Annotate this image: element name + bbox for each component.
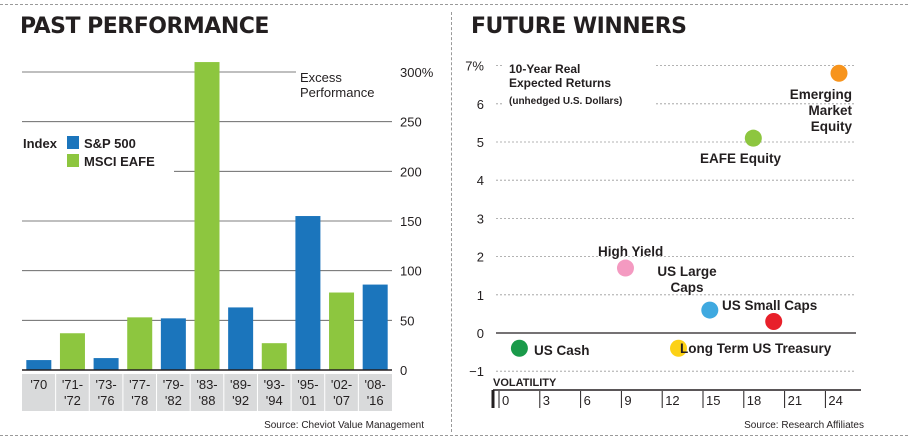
y-tick-label: 7%	[465, 59, 484, 74]
x-tick-label: '73-	[95, 377, 116, 392]
bar	[362, 284, 388, 370]
point-label: Market	[808, 103, 852, 118]
scatter-point	[701, 301, 719, 319]
x-tick-label: '94	[266, 393, 283, 408]
y-tick-label: 50	[400, 313, 414, 328]
bar	[59, 333, 85, 370]
x-tick-label: '82	[165, 393, 182, 408]
x-tick-label: '88	[199, 393, 216, 408]
x-tick-label: '89-	[230, 377, 251, 392]
y-axis-title: Performance	[300, 85, 374, 100]
y-tick-label: 0	[400, 363, 407, 378]
x-tick-label: '78	[131, 393, 148, 408]
y-tick-label: 250	[400, 115, 422, 130]
point-label: High Yield	[598, 244, 663, 259]
x-tick-label: '77-	[129, 377, 150, 392]
scatter-point	[765, 313, 783, 331]
bar	[329, 292, 355, 370]
x-tick-label: 3	[543, 393, 550, 408]
y-tick-label: 150	[400, 214, 422, 229]
scatter-point	[670, 339, 688, 357]
x-tick-label: '08-	[365, 377, 386, 392]
bar	[228, 307, 254, 370]
panel-divider	[451, 12, 452, 432]
source-note: Source: Research Affiliates	[744, 420, 864, 431]
bar	[127, 317, 153, 370]
x-tick-label: '83-	[196, 377, 217, 392]
x-tick-label: '70	[30, 377, 47, 392]
point-label: Equity	[811, 119, 853, 134]
y-tick-label: 1	[477, 288, 484, 303]
y-tick-label: −1	[469, 364, 484, 379]
scatter-point	[510, 339, 528, 357]
legend-swatch	[67, 154, 79, 167]
x-tick-label: 9	[624, 393, 631, 408]
bar	[295, 216, 321, 370]
legend-label: S&P 500	[84, 136, 136, 151]
future-winners-title: FUTURE WINNERS	[471, 14, 687, 39]
legend-backing	[22, 130, 174, 172]
x-tick-label: 6	[584, 393, 591, 408]
y-tick-label: 200	[400, 164, 422, 179]
point-label: US Small Caps	[722, 298, 817, 313]
point-label: EAFE Equity	[700, 151, 781, 166]
x-tick-label: '07	[333, 393, 350, 408]
point-label: Long Term US Treasury	[680, 341, 832, 356]
scatter-point	[744, 129, 762, 147]
bar	[261, 343, 287, 370]
x-tick-label: '76	[98, 393, 115, 408]
point-label: US Cash	[534, 343, 590, 358]
bottom-dashed-rule	[0, 435, 908, 436]
x-tick-label: 21	[788, 393, 802, 408]
x-tick-label: 15	[706, 393, 720, 408]
point-label: US Large	[657, 264, 717, 279]
y-title-backing	[296, 68, 394, 106]
point-label: Caps	[670, 280, 703, 295]
source-note: Source: Cheviot Value Management	[264, 420, 424, 431]
y-axis-title: Expected Returns	[509, 76, 611, 90]
bar	[26, 360, 52, 370]
point-label: Emerging	[790, 87, 852, 102]
top-dashed-rule	[0, 4, 908, 5]
y-tick-label: 3	[477, 211, 484, 226]
x-tick-label: '95-	[297, 377, 318, 392]
x-tick-label: '72	[64, 393, 81, 408]
x-tick-label: '79-	[163, 377, 184, 392]
y-tick-label: 6	[477, 97, 484, 112]
legend-swatch	[67, 136, 79, 149]
x-tick-label: 18	[747, 393, 761, 408]
scatter-point	[616, 259, 634, 277]
y-tick-label: 5	[477, 135, 484, 150]
x-tick-label: 0	[502, 393, 509, 408]
y-axis-title: 10-Year Real	[509, 62, 580, 76]
y-axis-title: Excess	[300, 70, 342, 85]
past-performance-title: PAST PERFORMANCE	[20, 14, 269, 39]
legend-label: MSCI EAFE	[84, 154, 155, 169]
x-tick-label: 24	[828, 393, 842, 408]
legend-title: Index	[23, 136, 58, 151]
y-tick-label: 4	[477, 173, 484, 188]
category-strip	[22, 374, 392, 411]
y-tick-label: 0	[477, 326, 484, 341]
bar	[194, 62, 220, 371]
y-tick-label: 2	[477, 250, 484, 265]
x-tick-label: '71-	[62, 377, 83, 392]
y-axis-note: (unhedged U.S. Dollars)	[509, 96, 622, 107]
y-tick-label: 100	[400, 264, 422, 279]
bar	[160, 318, 186, 370]
x-tick-label: '16	[367, 393, 384, 408]
x-tick-label: 12	[665, 393, 679, 408]
x-tick-label: '93-	[264, 377, 285, 392]
x-axis-title: VOLATILITY	[493, 377, 557, 389]
scatter-point	[830, 64, 848, 82]
bar	[93, 358, 119, 370]
x-tick-label: '92	[232, 393, 249, 408]
x-tick-label: '01	[299, 393, 316, 408]
x-tick-label: '02-	[331, 377, 352, 392]
y-tick-label: 300%	[400, 65, 434, 80]
y-title-backing	[504, 60, 654, 110]
